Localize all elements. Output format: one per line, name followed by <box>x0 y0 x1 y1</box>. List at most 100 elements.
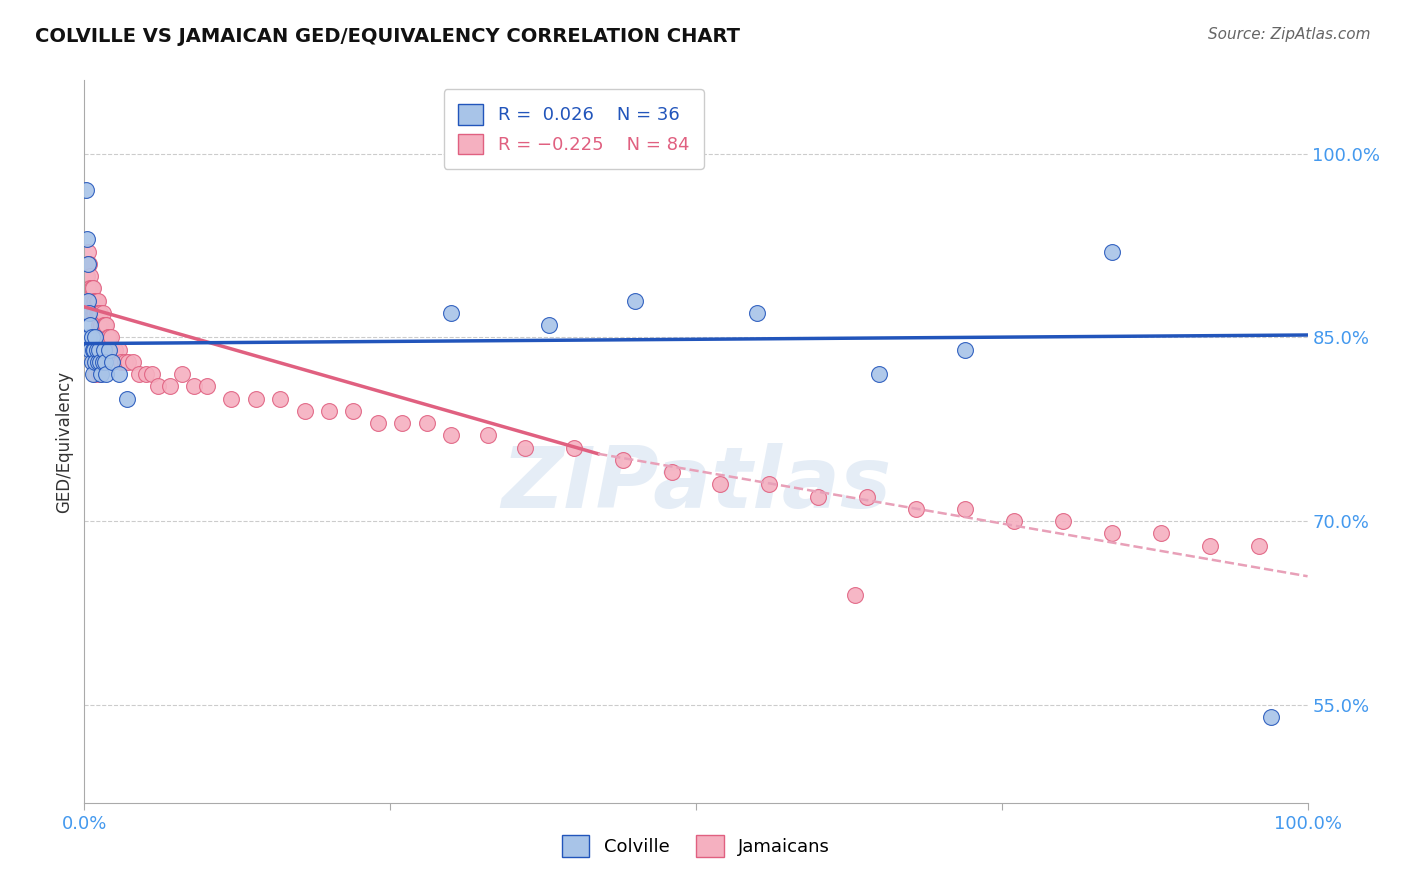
Point <box>146 379 169 393</box>
Point <box>856 490 879 504</box>
Point <box>342 404 364 418</box>
Point <box>953 343 976 357</box>
Point <box>84 367 107 381</box>
Point <box>87 355 110 369</box>
Legend: Colville, Jamaicans: Colville, Jamaicans <box>553 826 839 866</box>
Point <box>80 281 103 295</box>
Point <box>661 465 683 479</box>
Point <box>79 281 101 295</box>
Point <box>89 306 111 320</box>
Point <box>83 343 105 357</box>
Point <box>87 367 110 381</box>
Point <box>97 330 120 344</box>
Point <box>80 293 103 308</box>
Point <box>93 318 115 333</box>
Point <box>110 355 132 369</box>
Point <box>82 306 104 320</box>
Point <box>294 404 316 418</box>
Point <box>367 416 389 430</box>
Point <box>128 367 150 381</box>
Point <box>391 416 413 430</box>
Point <box>1101 526 1123 541</box>
Point <box>76 293 98 308</box>
Point <box>77 330 100 344</box>
Point <box>195 379 218 393</box>
Point <box>117 355 139 369</box>
Point <box>1247 539 1270 553</box>
Point <box>440 428 463 442</box>
Point <box>318 404 340 418</box>
Point <box>844 588 866 602</box>
Point <box>87 318 110 333</box>
Point <box>77 281 100 295</box>
Point <box>76 269 98 284</box>
Point <box>84 293 107 308</box>
Point <box>77 281 100 295</box>
Point <box>79 306 101 320</box>
Point <box>612 453 634 467</box>
Point <box>758 477 780 491</box>
Y-axis label: GED/Equivalency: GED/Equivalency <box>55 370 73 513</box>
Point <box>77 257 100 271</box>
Point <box>80 330 103 344</box>
Point <box>87 306 110 320</box>
Point <box>94 318 117 333</box>
Point <box>97 330 120 344</box>
Point <box>114 355 136 369</box>
Point <box>93 343 115 357</box>
Point <box>100 330 122 344</box>
Point <box>76 232 98 246</box>
Point <box>94 355 117 369</box>
Point <box>90 318 112 333</box>
Point <box>440 306 463 320</box>
Point <box>477 428 499 442</box>
Point <box>77 257 100 271</box>
Point <box>82 281 104 295</box>
Point <box>1052 514 1074 528</box>
Point <box>82 367 104 381</box>
Point <box>84 355 107 369</box>
Point <box>135 367 157 381</box>
Point <box>562 441 585 455</box>
Point <box>513 441 536 455</box>
Point <box>1150 526 1173 541</box>
Point <box>87 306 110 320</box>
Point <box>97 343 120 357</box>
Point <box>77 244 100 259</box>
Point <box>83 306 105 320</box>
Point <box>953 502 976 516</box>
Point <box>159 379 181 393</box>
Point <box>219 392 242 406</box>
Point <box>416 416 439 430</box>
Point <box>84 330 107 344</box>
Point <box>86 343 108 357</box>
Point <box>77 293 100 308</box>
Text: ZIPatlas: ZIPatlas <box>501 443 891 526</box>
Text: COLVILLE VS JAMAICAN GED/EQUIVALENCY CORRELATION CHART: COLVILLE VS JAMAICAN GED/EQUIVALENCY COR… <box>35 27 740 45</box>
Point <box>1002 514 1025 528</box>
Point <box>90 367 112 381</box>
Point <box>91 355 114 369</box>
Point <box>807 490 830 504</box>
Point <box>75 293 97 308</box>
Point <box>96 318 118 333</box>
Point <box>79 269 101 284</box>
Point <box>122 355 145 369</box>
Text: Source: ZipAtlas.com: Source: ZipAtlas.com <box>1208 27 1371 42</box>
Point <box>82 343 104 357</box>
Point <box>115 392 138 406</box>
Point <box>1198 539 1220 553</box>
Point <box>86 355 108 369</box>
Point <box>172 367 194 381</box>
Point <box>269 392 291 406</box>
Point <box>80 355 103 369</box>
Point <box>86 306 108 320</box>
Point <box>905 502 928 516</box>
Point <box>107 367 129 381</box>
Point <box>91 306 114 320</box>
Point <box>183 379 205 393</box>
Point <box>96 367 118 381</box>
Point <box>87 293 110 308</box>
Point <box>141 367 163 381</box>
Point <box>75 269 97 284</box>
